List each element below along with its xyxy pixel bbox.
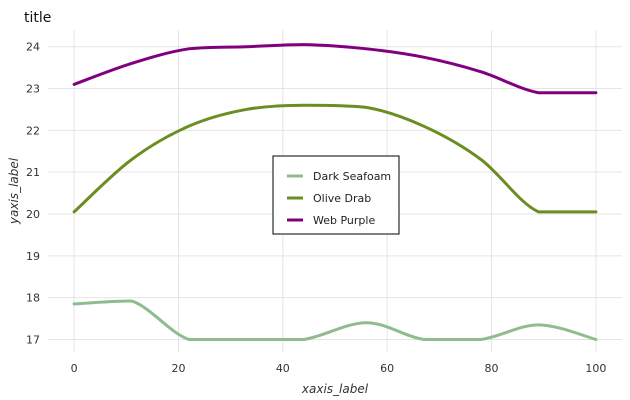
y-tick-label: 21 xyxy=(26,166,40,179)
x-tick-label: 20 xyxy=(171,362,185,375)
x-tick-label: 40 xyxy=(276,362,290,375)
series-line-web-purple xyxy=(72,43,598,95)
y-tick-label: 20 xyxy=(26,208,40,221)
x-axis-label: xaxis_label xyxy=(301,382,369,396)
series-layer xyxy=(72,43,598,341)
x-axis-ticks: 0 20 40 60 80 100 xyxy=(71,362,607,375)
y-tick-label: 18 xyxy=(26,292,40,305)
series-line-olive-drab xyxy=(72,103,598,214)
legend: Dark Seafoam Olive Drab Web Purple xyxy=(272,155,400,235)
y-tick-label: 23 xyxy=(26,83,40,96)
series-line-dark-seafoam xyxy=(72,299,598,341)
x-tick-label: 0 xyxy=(71,362,78,375)
chart-title: title xyxy=(24,10,51,26)
y-axis-label: yaxis_label xyxy=(7,157,21,225)
legend-label-olive-drab: Olive Drab xyxy=(313,192,371,205)
legend-label-dark-seafoam: Dark Seafoam xyxy=(313,170,391,183)
x-tick-label: 80 xyxy=(485,362,499,375)
x-tick-label: 100 xyxy=(585,362,606,375)
y-tick-label: 17 xyxy=(26,333,40,346)
y-tick-label: 19 xyxy=(26,250,40,263)
y-axis-ticks: 17 18 19 20 21 22 23 24 xyxy=(26,41,40,347)
y-tick-label: 22 xyxy=(26,124,40,137)
x-tick-label: 60 xyxy=(380,362,394,375)
legend-label-web-purple: Web Purple xyxy=(313,214,375,227)
y-tick-label: 24 xyxy=(26,41,40,54)
